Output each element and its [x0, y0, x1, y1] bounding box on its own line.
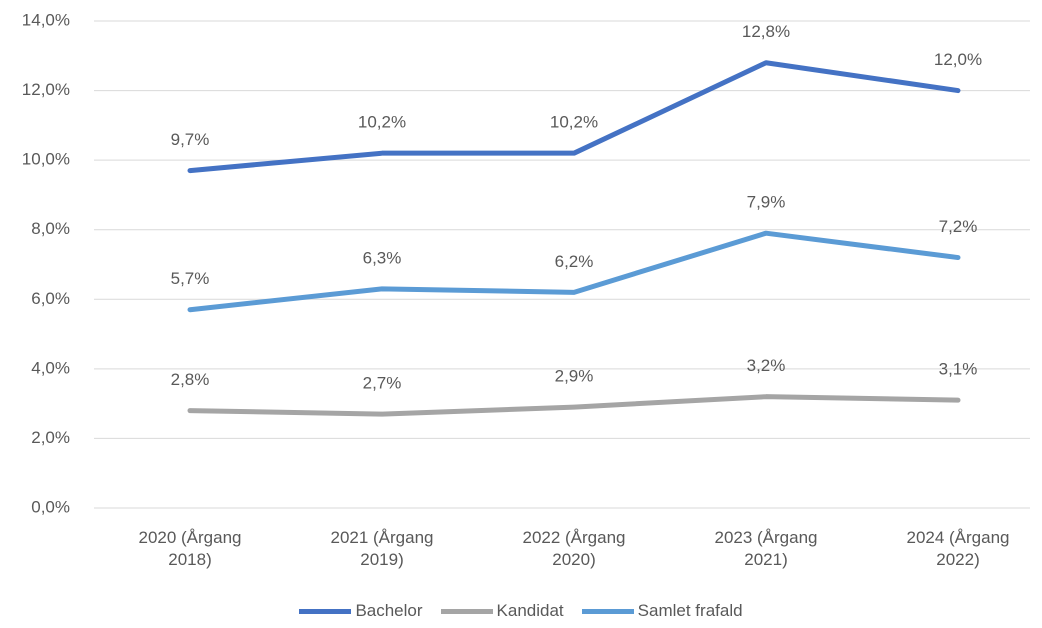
- y-tick-label: 2,0%: [31, 428, 70, 447]
- series-line: [187, 394, 961, 417]
- y-tick-label: 14,0%: [22, 10, 70, 29]
- data-label: 12,8%: [742, 22, 790, 41]
- x-tick-label: 2021 (Årgang 2019): [330, 528, 434, 569]
- legend-item: Kandidat: [440, 601, 564, 621]
- data-label: 12,0%: [934, 50, 982, 69]
- legend-item: Bachelor: [299, 601, 423, 621]
- data-label: 2,8%: [171, 370, 210, 389]
- y-tick-label: 4,0%: [31, 358, 70, 377]
- series-line: [187, 230, 961, 313]
- y-tick-label: 6,0%: [31, 289, 70, 308]
- data-label: 10,2%: [550, 113, 598, 132]
- legend-label: Samlet frafald: [637, 601, 743, 620]
- legend-label: Bachelor: [355, 601, 423, 620]
- data-label: 3,1%: [939, 360, 978, 379]
- x-tick-label: 2020 (Årgang 2018): [138, 528, 242, 569]
- data-label: 10,2%: [358, 113, 406, 132]
- legend-item: Samlet frafald: [581, 601, 743, 621]
- x-tick-label: 2023 (Årgang 2021): [714, 528, 818, 569]
- x-tick-label: 2024 (Årgang 2022): [906, 528, 1010, 569]
- data-label: 5,7%: [171, 269, 210, 288]
- x-tick-label: 2022 (Årgang 2020): [522, 528, 626, 569]
- legend-label: Kandidat: [496, 601, 564, 620]
- data-label: 7,9%: [747, 193, 786, 212]
- data-label: 9,7%: [171, 130, 210, 149]
- data-label: 6,3%: [363, 248, 402, 267]
- y-tick-label: 8,0%: [31, 219, 70, 238]
- data-label: 2,7%: [363, 374, 402, 393]
- y-tick-label: 10,0%: [22, 150, 70, 169]
- data-label: 6,2%: [555, 252, 594, 271]
- legend-swatch: [581, 608, 634, 614]
- series-line: [187, 60, 961, 174]
- legend-swatch: [440, 608, 493, 614]
- data-label: 7,2%: [939, 217, 978, 236]
- legend: Bachelor Kandidat Samlet frafald: [0, 601, 1042, 621]
- y-tick-label: 12,0%: [22, 80, 70, 99]
- legend-swatch: [299, 608, 352, 614]
- data-label: 3,2%: [747, 356, 786, 375]
- data-label: 2,9%: [555, 367, 594, 386]
- y-tick-label: 0,0%: [31, 497, 70, 516]
